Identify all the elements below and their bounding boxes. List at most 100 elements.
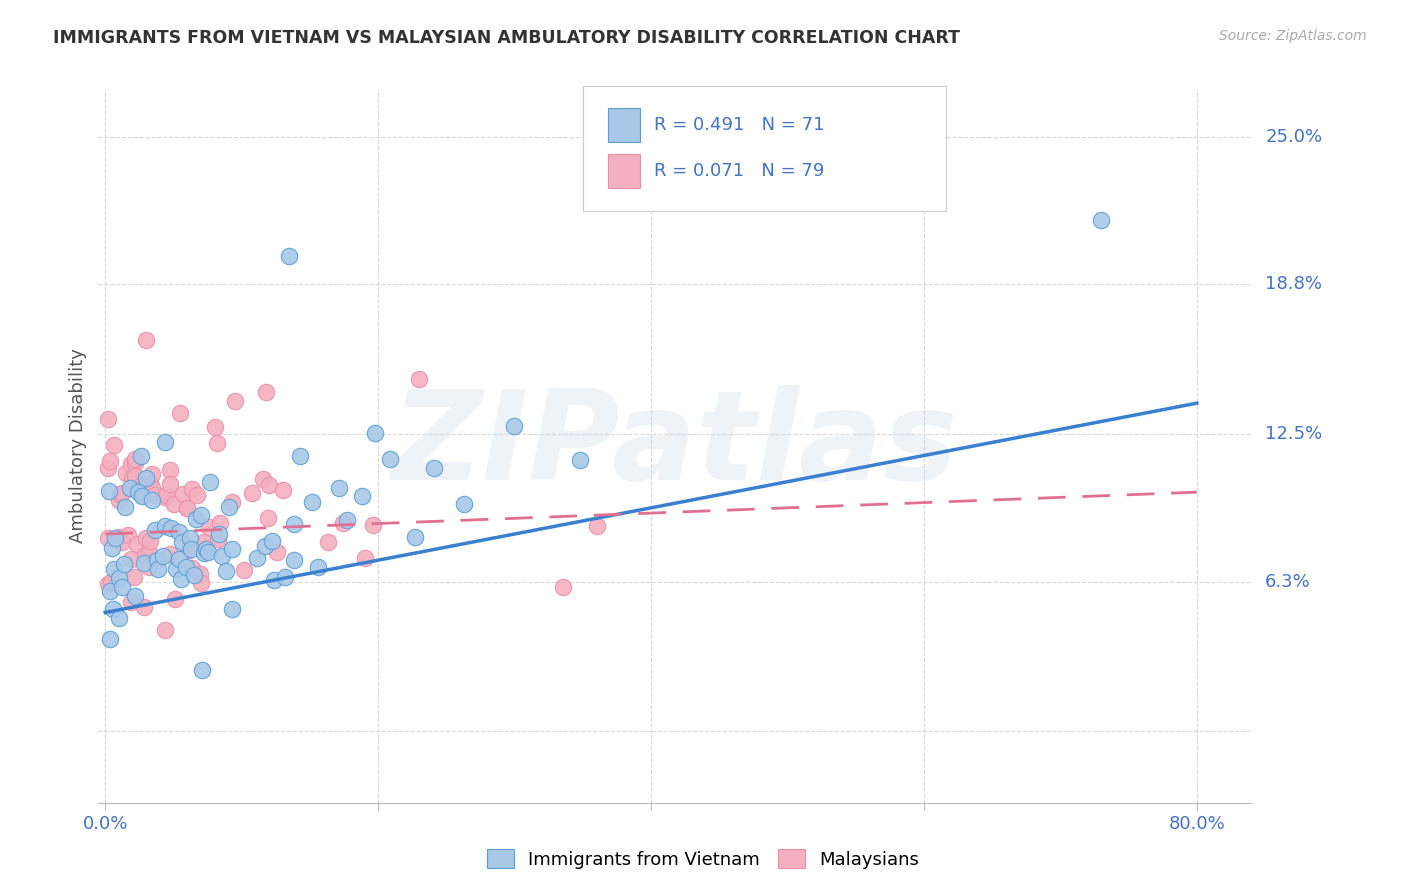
Point (122, 569, 145, 583)
Point (207, 533, 229, 547)
Point (423, 460, 446, 475)
Point (153, 623, 176, 637)
Point (97, 412, 120, 426)
Point (180, 561, 202, 575)
Point (207, 527, 229, 541)
Point (404, 530, 426, 544)
Point (283, 516, 305, 531)
Point (363, 426, 385, 441)
Point (97, 461, 120, 475)
Point (97, 532, 120, 546)
Point (146, 562, 169, 576)
Point (179, 532, 201, 546)
Point (453, 497, 475, 511)
Point (194, 541, 217, 556)
Point (221, 495, 243, 509)
Point (155, 488, 177, 502)
Point (98, 583, 121, 598)
Point (100, 575, 122, 590)
Point (257, 477, 280, 491)
Point (124, 456, 146, 470)
Point (103, 438, 125, 452)
Point (288, 449, 311, 463)
Point (127, 537, 149, 551)
Point (180, 483, 202, 497)
Text: 12.5%: 12.5% (1265, 425, 1323, 443)
FancyBboxPatch shape (607, 108, 640, 142)
Point (124, 468, 146, 483)
Point (204, 419, 226, 434)
Point (184, 512, 207, 526)
Text: R = 0.071   N = 79: R = 0.071 N = 79 (654, 162, 824, 180)
Point (257, 511, 280, 525)
Point (211, 549, 233, 564)
Point (163, 592, 186, 607)
Point (159, 547, 181, 561)
Point (98, 454, 121, 468)
Point (586, 519, 609, 533)
Text: 25.0%: 25.0% (1265, 128, 1323, 145)
Point (214, 565, 236, 579)
Point (115, 466, 138, 480)
Point (159, 476, 181, 491)
Point (124, 451, 146, 466)
FancyBboxPatch shape (607, 154, 640, 188)
Point (174, 559, 197, 574)
Point (139, 476, 162, 491)
Point (316, 534, 339, 549)
Point (205, 436, 228, 450)
Point (197, 545, 219, 559)
Point (134, 548, 156, 562)
Point (252, 472, 274, 486)
Point (328, 481, 350, 495)
Point (108, 487, 131, 501)
Point (408, 372, 430, 386)
Point (101, 602, 124, 616)
Point (224, 394, 246, 409)
Text: 18.8%: 18.8% (1265, 276, 1322, 293)
Point (176, 501, 198, 516)
Point (145, 552, 167, 566)
Point (139, 486, 162, 500)
Point (129, 449, 152, 463)
Point (240, 486, 263, 500)
Point (121, 471, 143, 485)
Point (193, 546, 215, 560)
Point (170, 572, 193, 586)
Point (378, 451, 401, 466)
Text: R = 0.491   N = 71: R = 0.491 N = 71 (654, 116, 825, 134)
Point (153, 519, 176, 533)
Point (111, 580, 134, 594)
Point (152, 549, 174, 563)
Point (208, 516, 231, 530)
Point (262, 533, 284, 548)
Point (169, 405, 191, 419)
Point (352, 489, 374, 503)
Point (553, 580, 575, 594)
Y-axis label: Ambulatory Disability: Ambulatory Disability (69, 349, 87, 543)
Point (132, 556, 155, 570)
Point (336, 513, 359, 527)
Text: IMMIGRANTS FROM VIETNAM VS MALAYSIAN AMBULATORY DISABILITY CORRELATION CHART: IMMIGRANTS FROM VIETNAM VS MALAYSIAN AMB… (53, 29, 960, 46)
Point (169, 552, 191, 566)
Point (101, 541, 124, 556)
Point (353, 550, 375, 565)
Point (141, 467, 163, 481)
Point (111, 486, 134, 500)
Point (135, 333, 157, 347)
Point (233, 563, 256, 577)
Point (120, 595, 142, 609)
Point (111, 535, 134, 549)
Point (246, 550, 269, 565)
Point (131, 481, 153, 495)
Point (278, 249, 301, 263)
Point (112, 557, 135, 571)
Point (170, 535, 193, 549)
Point (179, 542, 201, 557)
Text: Source: ZipAtlas.com: Source: ZipAtlas.com (1219, 29, 1367, 43)
Point (141, 492, 163, 507)
Point (139, 534, 162, 549)
Legend: Immigrants from Vietnam, Malaysians: Immigrants from Vietnam, Malaysians (479, 842, 927, 876)
Point (190, 508, 212, 523)
Point (120, 482, 142, 496)
